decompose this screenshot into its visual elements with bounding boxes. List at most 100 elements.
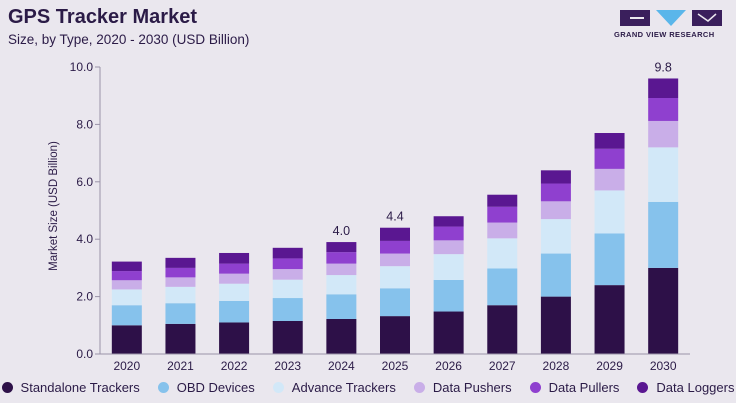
legend-swatch: [157, 382, 169, 393]
logo-line-right: [697, 13, 717, 22]
bar-segment: [540, 183, 571, 202]
y-tick-label: 4.0: [76, 232, 93, 246]
y-tick-label: 10.0: [70, 60, 94, 74]
bar-segment: [111, 325, 142, 354]
bar-segment: [433, 254, 464, 280]
bar-segment: [165, 257, 196, 268]
bar-total-labels: 4.0 4.4 9.8: [333, 60, 672, 238]
bar-segment: [165, 286, 196, 304]
bar-segment: [326, 294, 357, 319]
bar-segment: [111, 289, 142, 306]
bar-segment: [594, 168, 625, 191]
bar-segment: [272, 247, 303, 259]
bar-segment: [648, 78, 679, 98]
legend-label: Standalone Trackers: [20, 380, 140, 395]
bar-segment: [648, 97, 679, 121]
x-tick-label: 2022: [221, 359, 248, 373]
y-tick-label: 0.0: [76, 347, 93, 361]
bar-segment: [219, 283, 250, 301]
logo-line-left: [630, 17, 644, 19]
legend-swatch: [1, 382, 13, 393]
y-tick-label: 2.0: [76, 290, 93, 304]
bar-segment: [111, 271, 142, 281]
bar-segment: [219, 322, 250, 354]
chart-title: GPS Tracker Market: [8, 6, 197, 28]
bar-segment: [433, 279, 464, 312]
legend-item: OBD Devices: [157, 380, 255, 395]
bar-segment: [540, 201, 571, 220]
bar-segment: [648, 120, 679, 148]
bar-segment: [380, 316, 410, 354]
y-axis-label: Market Size (USD Billion): [48, 141, 60, 271]
bar-segment: [165, 277, 196, 287]
bar-segment: [272, 258, 303, 270]
x-tick-label: 2024: [328, 359, 355, 373]
bar-segment: [111, 305, 142, 326]
bar-segment: [165, 323, 196, 354]
legend-item: Standalone Trackers: [1, 380, 140, 395]
bar-segment: [272, 269, 303, 280]
bar-segment: [219, 263, 250, 274]
legend-swatch: [529, 382, 541, 393]
bar-segment: [380, 266, 410, 289]
bar-segment: [540, 296, 571, 354]
logo-block-right: [692, 10, 722, 26]
bar-segment: [487, 238, 518, 269]
bar-segment: [272, 298, 303, 321]
bar-segment: [540, 253, 571, 297]
bar-segment: [487, 206, 518, 223]
legend-label: Advance Trackers: [291, 380, 396, 395]
bar-segment: [326, 242, 357, 253]
bar-segment: [433, 226, 464, 241]
bar-segment: [648, 267, 679, 354]
bar-total-label: 4.0: [333, 224, 350, 238]
bar-segment: [487, 222, 518, 239]
bar-segment: [326, 252, 357, 264]
x-tick-label: 2027: [489, 359, 516, 373]
bar-segment: [219, 252, 250, 264]
bar-segment: [487, 268, 518, 306]
bar-segment: [326, 318, 357, 354]
bar-segment: [326, 275, 357, 295]
bar-segment: [272, 279, 303, 299]
bar-segment: [219, 300, 250, 323]
bar-segment: [594, 133, 625, 149]
legend-label: Data Pullers: [548, 380, 620, 395]
bar-segment: [594, 285, 625, 354]
legend-label: OBD Devices: [176, 380, 255, 395]
legend-item: Data Pushers: [413, 380, 512, 395]
bar-total-label: 9.8: [654, 60, 671, 74]
bar-segment: [540, 170, 571, 184]
y-tick-label: 8.0: [76, 117, 93, 131]
bar-segment: [648, 201, 679, 268]
bar-segment: [648, 147, 679, 202]
bar-segment: [380, 253, 410, 267]
x-tick-label: 2029: [596, 359, 623, 373]
bar-segment: [165, 267, 196, 278]
x-tick-label: 2028: [543, 359, 570, 373]
x-tick-label: 2026: [435, 359, 462, 373]
bar-total-label: 4.4: [386, 210, 403, 224]
legend-label: Data Pushers: [432, 380, 512, 395]
bar-segment: [540, 219, 571, 254]
x-tick-label: 2023: [274, 359, 301, 373]
legend-label: Data Loggers: [656, 380, 735, 395]
x-tick-label: 2021: [167, 359, 194, 373]
logo-chevron: [656, 10, 686, 26]
bar-segment: [111, 261, 142, 272]
bar-segment: [272, 320, 303, 354]
bar-segment: [380, 288, 410, 317]
x-axis: 2020 2021 2022 2023 2024 2025 2026 2027 2028 2029…: [100, 353, 690, 373]
logo-text: GRAND VIEW RESEARCH: [614, 30, 715, 39]
stacked-bar-chart: 0.0 2.0 4.0 6.0 8.0 10.0 2020 2021 2022 2023 2024…: [48, 60, 690, 373]
legend-item: Advance Trackers: [272, 380, 396, 395]
legend-swatch: [637, 382, 649, 393]
bar-segment: [487, 194, 518, 207]
legend-swatch: [272, 382, 284, 393]
legend-item: Data Pullers: [529, 380, 620, 395]
legend-swatch: [413, 382, 425, 393]
bar-segment: [219, 273, 250, 284]
bars: [111, 78, 679, 354]
legend-item: Data Loggers: [637, 380, 734, 395]
chart-subtitle: Size, by Type, 2020 - 2030 (USD Billion): [8, 32, 250, 47]
